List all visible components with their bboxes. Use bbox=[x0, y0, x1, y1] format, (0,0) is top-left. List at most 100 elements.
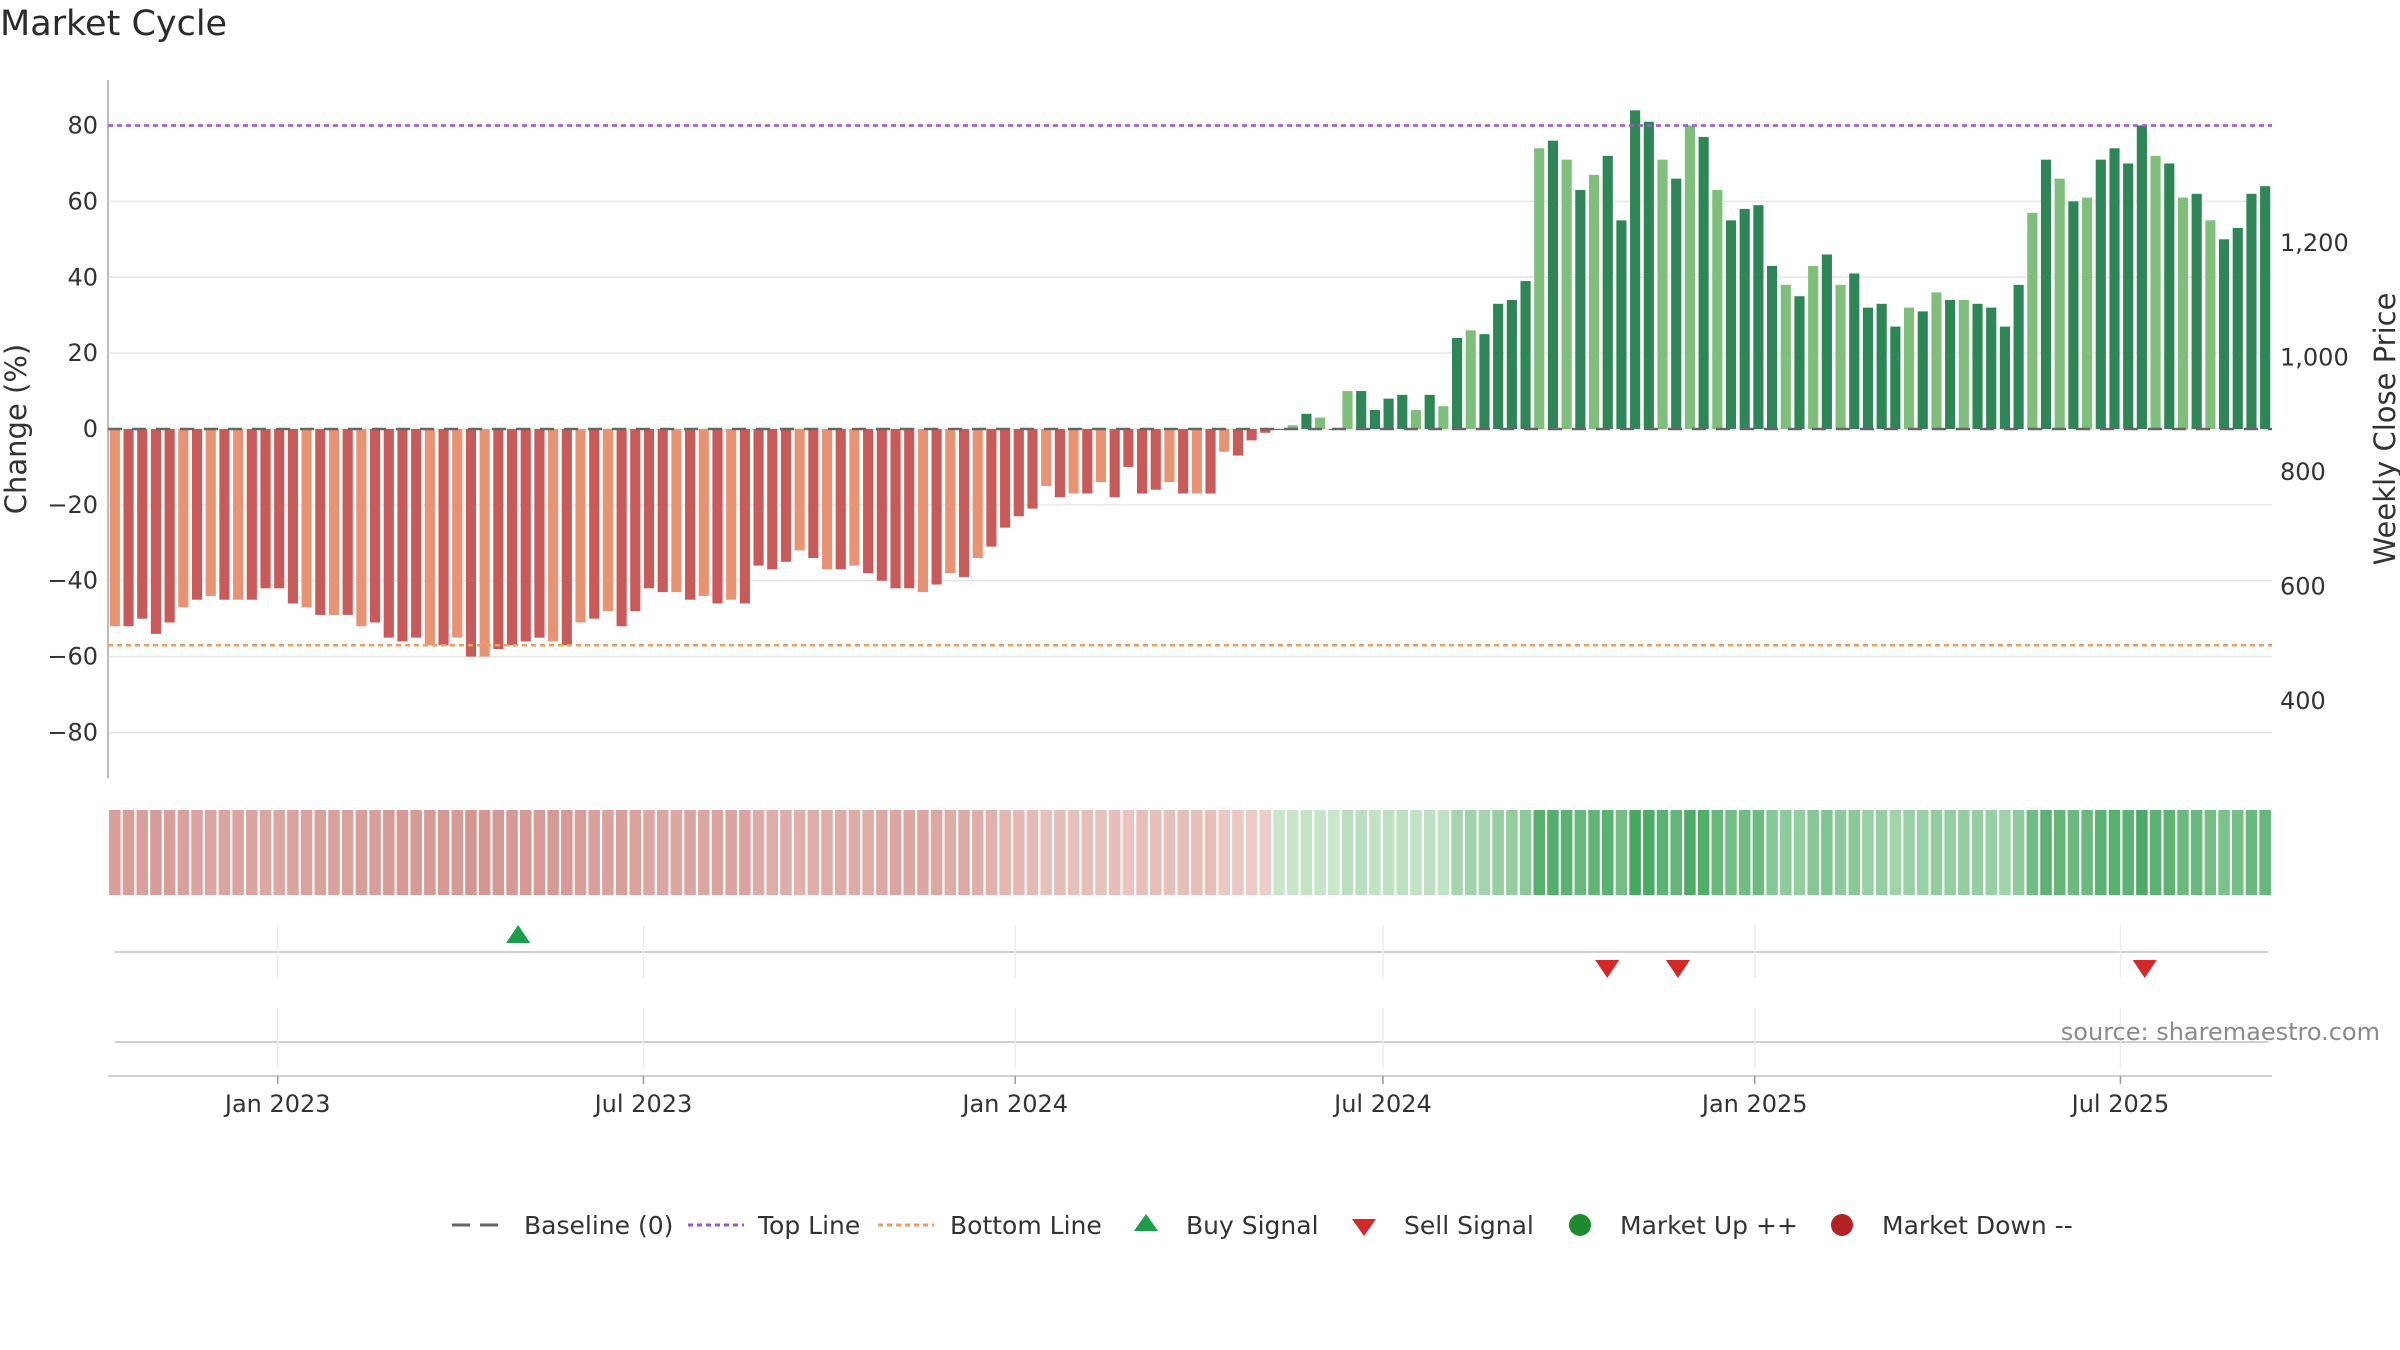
heat-cell bbox=[1725, 810, 1737, 895]
heat-cell bbox=[2177, 810, 2189, 895]
heat-cell bbox=[1560, 810, 1573, 895]
bar bbox=[808, 429, 819, 558]
bar bbox=[506, 429, 518, 646]
heat-cell bbox=[1259, 810, 1272, 895]
heat-cell bbox=[177, 810, 190, 895]
heat-cell bbox=[985, 810, 998, 895]
bar bbox=[1999, 326, 2010, 429]
bar bbox=[452, 429, 463, 638]
heat-cell bbox=[1026, 810, 1039, 895]
bar bbox=[1547, 140, 1559, 429]
bar bbox=[1273, 429, 1285, 430]
heat-cell bbox=[793, 810, 806, 895]
heat-cell bbox=[1766, 810, 1778, 895]
bar bbox=[1602, 155, 1613, 429]
heat-cell bbox=[1081, 810, 1094, 895]
heat-cell bbox=[519, 810, 532, 895]
heat-cell bbox=[1218, 810, 1230, 895]
heat-cell bbox=[821, 810, 833, 895]
bar bbox=[1931, 292, 1942, 429]
heat-cell bbox=[383, 810, 395, 895]
heat-cell bbox=[752, 810, 765, 895]
heat-cell bbox=[465, 810, 477, 895]
bar bbox=[438, 429, 449, 646]
heat-cell bbox=[1437, 810, 1450, 895]
bar bbox=[1835, 284, 1846, 429]
bar bbox=[274, 429, 285, 589]
heat-cell bbox=[1601, 810, 1614, 895]
heat-cell bbox=[930, 810, 943, 895]
bar bbox=[1917, 311, 1928, 429]
bar bbox=[1219, 429, 1230, 452]
heat-cell bbox=[656, 810, 669, 895]
bar bbox=[2232, 227, 2243, 429]
heat-cell bbox=[1574, 810, 1587, 895]
heat-cell bbox=[602, 810, 614, 895]
bar bbox=[1630, 110, 1641, 429]
heat-cell bbox=[1506, 810, 1518, 895]
y-tick-label: 40 bbox=[67, 263, 98, 291]
bar bbox=[1342, 391, 1353, 429]
bar bbox=[1082, 429, 1093, 494]
bar bbox=[1232, 429, 1244, 456]
bar bbox=[1260, 429, 1271, 433]
heat-cell bbox=[1533, 810, 1546, 895]
legend-label: Market Up ++ bbox=[1620, 1211, 1798, 1240]
bar bbox=[260, 429, 271, 589]
bar bbox=[1561, 159, 1572, 430]
bar bbox=[534, 429, 545, 638]
heat-cell bbox=[451, 810, 464, 895]
legend-label: Sell Signal bbox=[1404, 1211, 1534, 1240]
heat-cell bbox=[1150, 810, 1162, 895]
heat-cell bbox=[287, 810, 299, 895]
bar bbox=[1808, 265, 1819, 429]
heat-cell bbox=[506, 810, 518, 895]
bar bbox=[1945, 300, 1956, 429]
bar bbox=[1657, 159, 1668, 430]
bar bbox=[2191, 193, 2202, 429]
y-tick-label: 60 bbox=[67, 187, 98, 215]
bar bbox=[630, 429, 641, 612]
y-tick-label: −20 bbox=[47, 491, 98, 519]
bar bbox=[1616, 220, 1627, 429]
bar bbox=[726, 429, 737, 600]
bar bbox=[1958, 300, 1969, 429]
bar bbox=[1369, 410, 1380, 429]
y-right-tick-label: 1,200 bbox=[2280, 229, 2349, 257]
heat-cell bbox=[2204, 810, 2217, 895]
heat-cell bbox=[1410, 810, 1422, 895]
bar bbox=[164, 429, 175, 623]
sell-signal-marker bbox=[1595, 960, 1620, 978]
bar bbox=[1876, 303, 1887, 429]
bar bbox=[602, 429, 613, 612]
y-right-tick-label: 800 bbox=[2280, 458, 2326, 486]
heat-cell bbox=[1355, 810, 1367, 895]
bar bbox=[917, 429, 928, 593]
heat-cell bbox=[1752, 810, 1765, 895]
heat-cell bbox=[1656, 810, 1669, 895]
heat-cell bbox=[2081, 810, 2093, 895]
bar bbox=[589, 429, 600, 619]
heat-cell bbox=[1013, 810, 1025, 895]
bar bbox=[2068, 201, 2079, 429]
bar bbox=[191, 429, 203, 600]
bar bbox=[2082, 197, 2093, 429]
bar bbox=[1410, 410, 1422, 429]
bar bbox=[2205, 220, 2216, 429]
bar bbox=[205, 429, 216, 596]
heat-cell bbox=[1095, 810, 1107, 895]
bar bbox=[1246, 429, 1257, 441]
heat-cell bbox=[191, 810, 203, 895]
heat-cell bbox=[1177, 810, 1189, 895]
y-axis-title: Change (%) bbox=[0, 344, 33, 514]
heat-cell bbox=[232, 810, 244, 895]
bar bbox=[972, 429, 983, 558]
heat-cell bbox=[1697, 810, 1710, 895]
heat-cell bbox=[1684, 810, 1696, 895]
legend-market-up-swatch bbox=[1569, 1214, 1591, 1236]
bar bbox=[561, 429, 572, 646]
heat-cell bbox=[2040, 810, 2052, 895]
heat-cell bbox=[1643, 810, 1655, 895]
heat-cell bbox=[2053, 810, 2066, 895]
heat-cell bbox=[971, 810, 984, 895]
